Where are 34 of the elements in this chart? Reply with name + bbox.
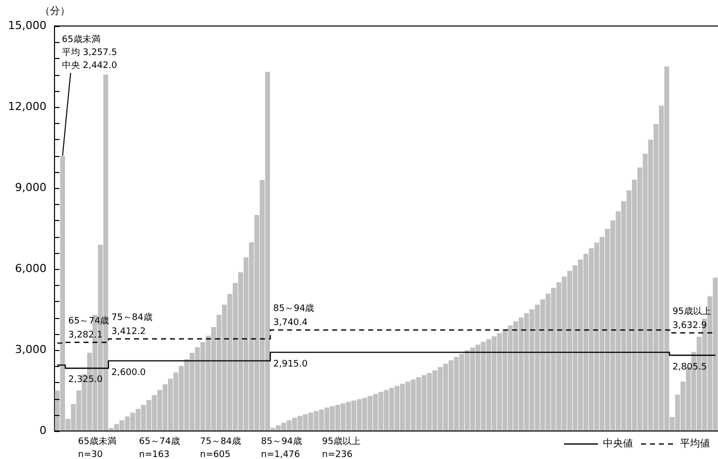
annotation: 3,412.2 <box>111 326 146 337</box>
y-tick-label: 9,000 <box>14 180 46 194</box>
text: 65歳未満 <box>78 436 118 449</box>
y-tick-label: 6,000 <box>14 262 46 275</box>
text: n=163 <box>139 449 170 459</box>
text: 95歳以上 <box>322 436 362 449</box>
annotation: 95歳以上 <box>672 306 711 317</box>
text: 85～94歳 <box>261 436 303 449</box>
y-tick-label: 12,000 <box>8 100 46 113</box>
annotation: 中央 2,442.0 <box>62 60 118 71</box>
legend-label: 平均値 <box>680 438 710 450</box>
text: n=605 <box>200 449 232 459</box>
annotation: 65歳未満 <box>62 34 100 45</box>
annotation: 85～94歳 <box>273 303 314 314</box>
annotation: 2,325.0 <box>68 375 103 386</box>
text: 65～74歳 <box>139 436 181 449</box>
legend-label: 中央値 <box>603 438 633 450</box>
annotation: 3,282.1 <box>68 330 103 340</box>
y-axis-title: （分） <box>40 5 70 18</box>
annotation: 2,915.0 <box>273 359 308 370</box>
y-tick-label: 15,000 <box>8 18 46 32</box>
annotation: 3,740.4 <box>273 318 308 328</box>
annotation: 65～74歳 <box>68 315 110 326</box>
annotation: 75～84歳 <box>111 312 152 323</box>
annotation: 3,632.9 <box>672 320 708 331</box>
annotation: 平均 3,257.5 <box>62 47 118 58</box>
y-tick-label: 0 <box>39 424 46 437</box>
text: n=30 <box>78 449 104 459</box>
text: 75～84歳 <box>200 436 242 449</box>
text: n=1,476 <box>261 449 302 459</box>
annotation: 2,805.5 <box>672 362 707 372</box>
y-tick-label: 3,000 <box>14 342 46 356</box>
text: n=236 <box>322 449 354 459</box>
annotation: 2,600.0 <box>111 368 146 378</box>
